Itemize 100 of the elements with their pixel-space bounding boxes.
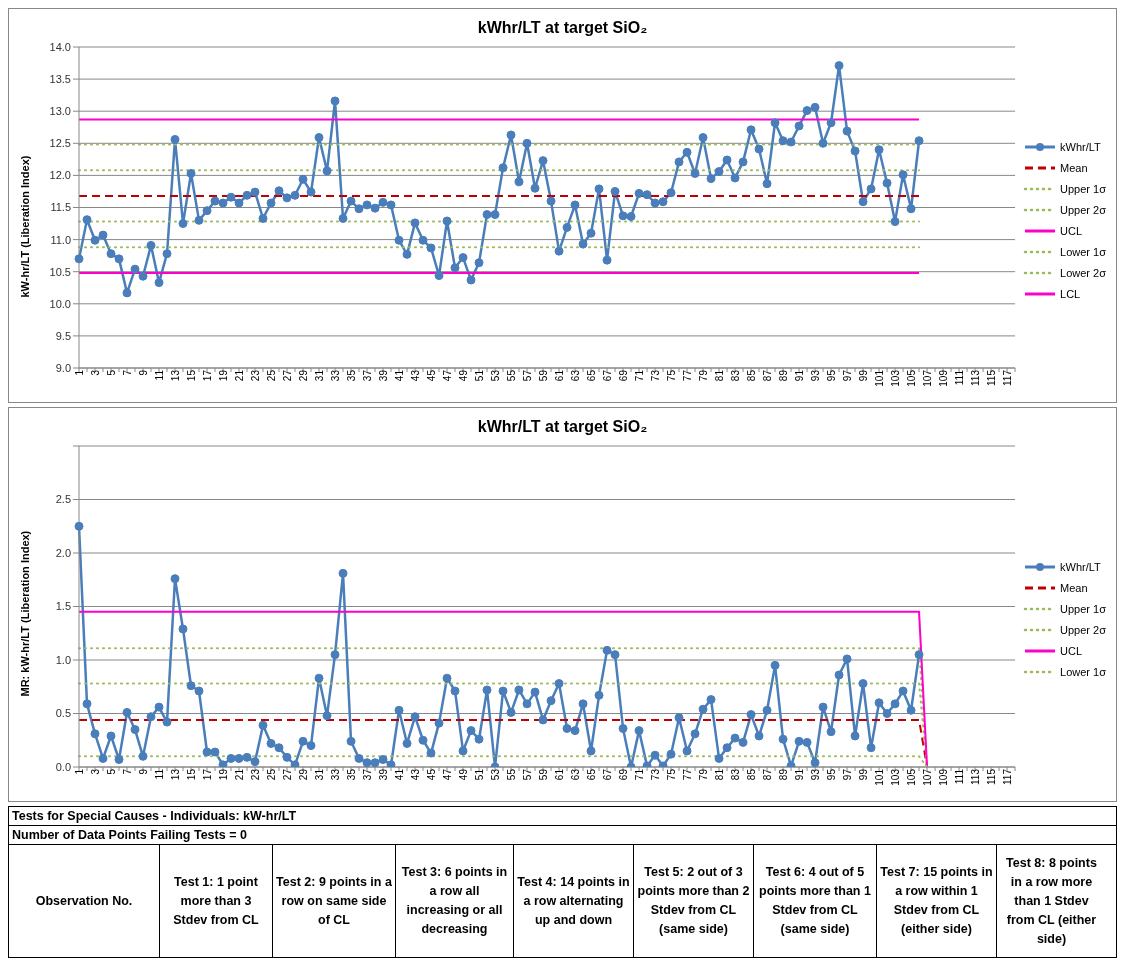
legend-label: kWhr/LT	[1060, 141, 1101, 153]
x-tick-label: 89	[778, 369, 790, 382]
x-tick-label: 95	[826, 369, 838, 382]
x-tick-label: 93	[810, 369, 822, 382]
x-tick-label: 111	[954, 768, 966, 785]
x-tick-label: 23	[250, 369, 262, 382]
text: Test 6: 4 out of 5 points more than 1 Stdev from CL (same side)	[753, 845, 876, 957]
x-tick-label: 39	[378, 768, 390, 781]
x-tick-label: 91	[794, 369, 806, 382]
x-tick-label: 115	[986, 768, 998, 785]
chart-title: kWhr/LT at target SiO₂	[476, 418, 649, 437]
x-tick-label: 85	[746, 768, 758, 781]
x-tick-label: 65	[586, 369, 598, 382]
x-tick-label: 71	[634, 768, 646, 781]
y-tick-label: 1.0	[55, 653, 71, 666]
x-tick-label: 37	[362, 369, 374, 382]
x-tick-label: 1	[74, 369, 86, 376]
text: Test 8: 8 points in a row more than 1 Stdev from CL (either side)	[996, 845, 1106, 957]
y-tick-label: 10.0	[49, 297, 71, 310]
x-tick-label: 77	[682, 768, 694, 781]
x-tick-label: 85	[746, 369, 758, 382]
x-tick-label: 31	[314, 369, 326, 382]
x-tick-label: 117	[1002, 369, 1014, 386]
x-tick-label: 61	[554, 369, 566, 382]
x-tick-label: 3	[90, 369, 102, 376]
text: Test 7: 15 points in a row within 1 Stdev from CL (either side)	[876, 845, 996, 957]
legend-label: Upper 2σ	[1060, 624, 1106, 636]
x-tick-label: 107	[922, 768, 934, 786]
x-tick-label: 5	[106, 369, 118, 376]
x-tick-label: 45	[426, 768, 438, 781]
x-tick-label: 97	[842, 369, 854, 382]
legend-label: LCL	[1060, 288, 1081, 300]
x-tick-label: 29	[298, 768, 310, 781]
x-tick-label: 77	[682, 369, 694, 382]
x-tick-label: 111	[954, 369, 966, 386]
y-tick-label: 1.5	[55, 600, 71, 613]
x-tick-label: 59	[538, 369, 550, 382]
x-tick-label: 59	[538, 768, 550, 781]
text: Test 5: 2 out of 3 points more than 2 Stdev from CL (same side)	[633, 845, 753, 957]
y-tick-label: 2.5	[55, 493, 71, 506]
x-tick-label: 87	[762, 369, 774, 382]
x-tick-label: 55	[506, 768, 518, 781]
x-tick-label: 49	[458, 768, 470, 781]
y-tick-label: 10.5	[49, 265, 71, 278]
x-tick-label: 51	[474, 768, 486, 781]
text: Test 1: 1 point more than 3 Stdev from CL	[159, 845, 272, 957]
x-tick-label: 53	[490, 369, 502, 382]
x-tick-label: 35	[346, 369, 358, 382]
x-tick-label: 25	[266, 369, 278, 382]
x-tick-label: 79	[698, 768, 710, 781]
x-tick-label: 27	[282, 768, 294, 781]
x-tick-label: 9	[138, 369, 150, 376]
y-axis-title: MR: kW-hr/LT (Liberation Index)	[18, 530, 31, 697]
x-tick-label: 113	[970, 369, 982, 386]
text: Test 3: 6 points in a row all increasing or all decreasing	[395, 845, 513, 957]
x-tick-label: 25	[266, 768, 278, 781]
x-tick-label: 19	[218, 369, 230, 382]
y-tick-label: 11.5	[50, 201, 71, 214]
x-tick-label: 43	[410, 768, 422, 781]
x-tick-label: 11	[154, 369, 166, 381]
x-tick-label: 55	[506, 369, 518, 382]
x-tick-label: 113	[970, 768, 982, 785]
x-tick-label: 13	[170, 768, 182, 781]
x-tick-label: 101	[874, 768, 886, 786]
x-tick-label: 63	[570, 369, 582, 382]
x-tick-label: 35	[346, 768, 358, 781]
x-tick-label: 57	[522, 369, 534, 382]
x-tick-label: 31	[314, 768, 326, 781]
legend-label: Lower 2σ	[1060, 267, 1106, 279]
x-tick-label: 1	[74, 768, 86, 775]
x-tick-label: 73	[650, 369, 662, 382]
x-tick-label: 7	[122, 768, 134, 775]
x-tick-label: 117	[1002, 768, 1014, 785]
text: Number of Data Points Failing Tests = 0	[9, 826, 1116, 845]
legend-label: UCL	[1060, 645, 1083, 657]
x-tick-label: 41	[394, 768, 406, 781]
x-tick-label: 11	[154, 768, 166, 780]
y-tick-label: 13.5	[49, 73, 71, 85]
x-tick-label: 61	[554, 768, 566, 781]
y-tick-label: 9.0	[55, 361, 71, 374]
x-tick-label: 91	[794, 768, 806, 781]
x-tick-label: 75	[666, 768, 678, 781]
x-tick-label: 75	[666, 369, 678, 382]
legend-label: kWhr/LT	[1060, 561, 1101, 573]
x-tick-label: 105	[906, 369, 918, 387]
x-tick-label: 5	[106, 768, 118, 775]
x-tick-label: 37	[362, 768, 374, 781]
text: Test 4: 14 points in a row alternating up and down	[513, 845, 633, 957]
text: Observation No.	[34, 892, 134, 910]
x-tick-label: 7	[122, 369, 134, 376]
x-tick-label: 3	[90, 768, 102, 775]
legend-label: UCL	[1060, 225, 1083, 237]
x-tick-label: 21	[234, 768, 246, 781]
x-tick-label: 103	[890, 369, 902, 387]
x-tick-label: 101	[874, 369, 886, 387]
y-tick-label: 11.0	[50, 233, 71, 246]
text: Tests for Special Causes - Individuals: kW-hr/LT	[9, 807, 1116, 826]
x-tick-label: 43	[410, 369, 422, 382]
x-tick-label: 15	[186, 369, 198, 382]
x-tick-label: 97	[842, 768, 854, 781]
